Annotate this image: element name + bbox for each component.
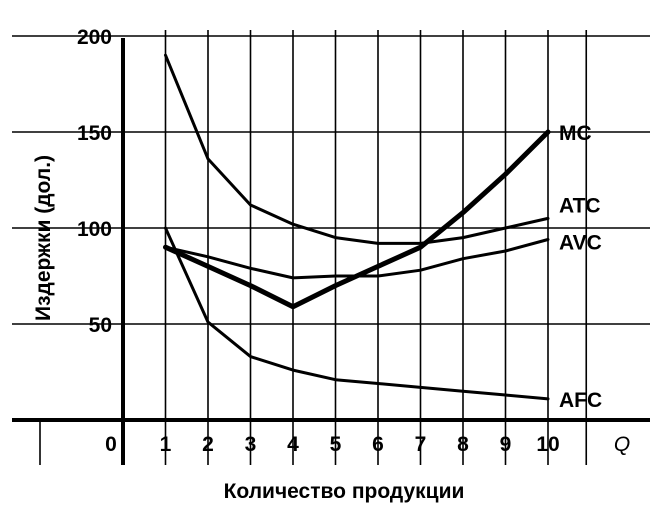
- series-line-afc: [164, 226, 550, 401]
- origin-label: 0: [105, 433, 117, 456]
- x-axis-end-label: Q: [614, 433, 630, 456]
- series-label-avc: AVC: [559, 232, 602, 255]
- axes: [12, 38, 650, 465]
- x-tick-label: 8: [457, 433, 469, 456]
- x-axis-title: Количество продукции: [224, 480, 465, 503]
- y-tick-label: 200: [77, 26, 112, 49]
- series-line-avc: [164, 238, 550, 280]
- x-tick-label: 5: [330, 433, 342, 456]
- x-tick-label: 6: [372, 433, 384, 456]
- series-label-afc: AFC: [559, 389, 602, 412]
- y-tick-label: 150: [77, 122, 112, 145]
- x-tick-label: 10: [536, 433, 559, 456]
- series-line-mc: [163, 129, 551, 310]
- y-tick-label: 100: [77, 218, 112, 241]
- x-tick-label: 3: [245, 433, 257, 456]
- x-tick-label: 7: [415, 433, 427, 456]
- x-tick-label: 4: [287, 433, 299, 456]
- x-tick-label: 2: [202, 433, 214, 456]
- series-label-mc: MC: [559, 122, 592, 145]
- series-lines: [163, 53, 551, 401]
- series-label-atc: ATC: [559, 194, 601, 217]
- series-line-atc: [164, 53, 550, 245]
- x-tick-label: 9: [500, 433, 512, 456]
- grid: [12, 30, 650, 465]
- x-tick-label: 1: [160, 433, 172, 456]
- y-axis-title: Издержки (дол.): [32, 155, 55, 321]
- y-tick-label: 50: [89, 314, 112, 337]
